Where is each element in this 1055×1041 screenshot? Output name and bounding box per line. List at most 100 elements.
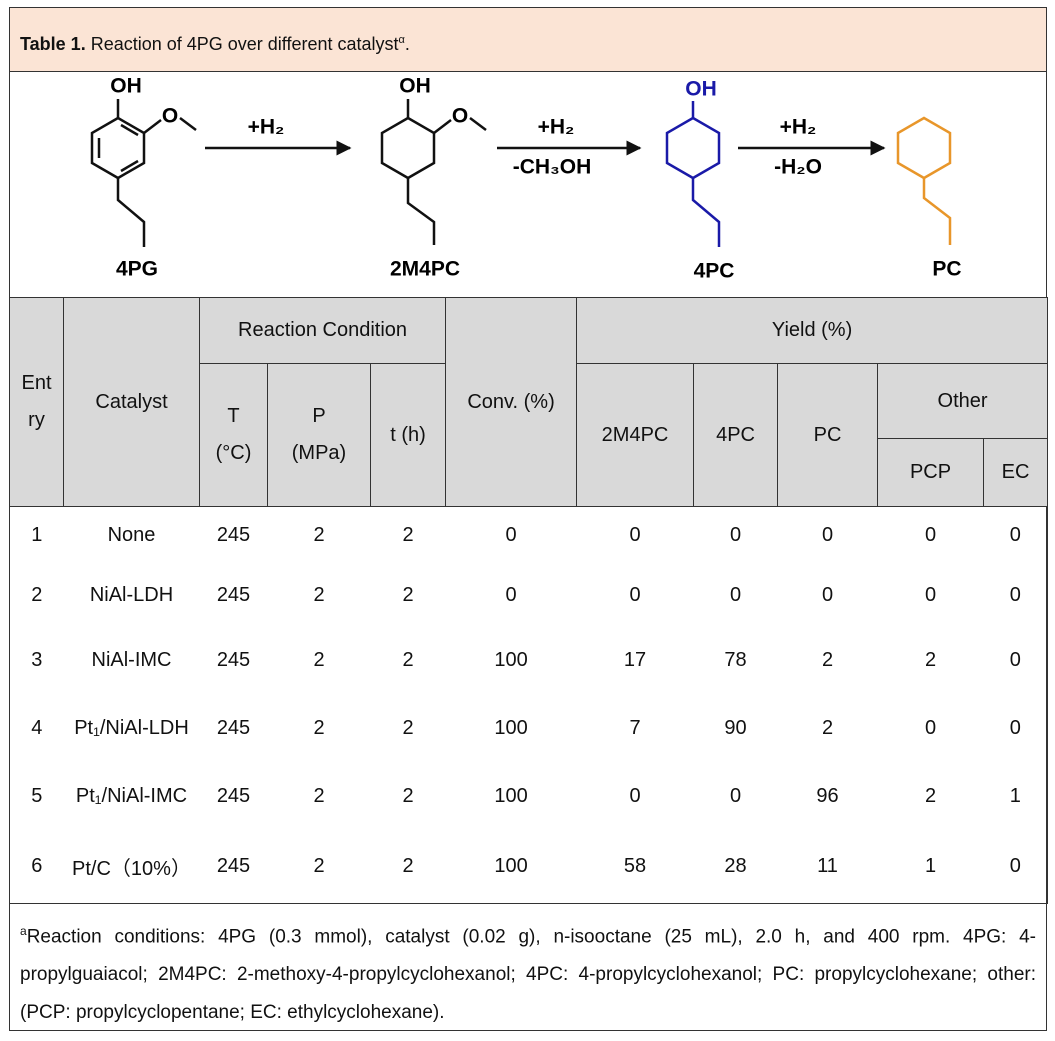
table-row: 5 Pt₁/NiAl-IMC 245 2 2 100 0 0 96 2 1 <box>9 762 1049 830</box>
header-cell: Entry <box>9 297 64 507</box>
header-cell: Reaction Condition <box>198 297 447 364</box>
table-cell: 0 <box>983 626 1049 694</box>
header-temperature: T (°C) <box>215 405 252 464</box>
molecule-4pc <box>665 101 721 247</box>
table-cell: 3 <box>9 626 64 694</box>
table-cell: 0 <box>629 523 641 546</box>
table-cell: 0 <box>729 583 742 606</box>
table-cell: 0 <box>505 523 517 546</box>
table-cell: 0 <box>924 716 937 739</box>
compound-label: 4PG <box>116 258 158 281</box>
table-cell: 96 <box>816 784 839 807</box>
table-cell: 2 <box>313 583 325 606</box>
table-cell: 0 <box>629 583 641 606</box>
table-cell: 245 <box>216 523 251 546</box>
table-cell: 2 <box>924 784 937 807</box>
reaction-scheme: OH O 4PG +H₂ OH O 2M4PC +H₂ -CH₃OH OH 4P… <box>90 75 962 283</box>
catalyst-cell: Pt/C（10%） <box>63 829 200 904</box>
table-row: 2 NiAl-LDH 245 2 2 0 0 0 0 0 0 <box>9 563 1049 627</box>
header-cell: Catalyst <box>63 297 200 507</box>
table-cell: 2 <box>402 784 414 807</box>
table-cell: 245 <box>199 829 268 904</box>
catalyst-cell: None <box>107 523 156 546</box>
header-cell: P (MPa) <box>267 363 371 507</box>
header-cell: 2M4PC <box>576 363 695 507</box>
table-cell: 2 <box>402 648 414 671</box>
compound-label: 4PC <box>694 260 735 283</box>
title-text: Reaction of 4PG over different catalyst <box>85 34 399 54</box>
header-cell: t (h) <box>369 363 447 507</box>
header-cell: PCP <box>877 438 985 507</box>
table-cell: 0 <box>924 523 937 546</box>
catalyst-cell: Pt₁/NiAl-LDH <box>74 716 189 739</box>
step-label: +H₂ <box>780 116 817 139</box>
table-cell: 0 <box>505 583 517 606</box>
catalyst-cell: NiAl-LDH <box>89 583 174 606</box>
table-cell: 4 <box>9 693 64 763</box>
footnote: aReaction conditions: 4PG (0.3 mmol), ca… <box>20 912 1036 1032</box>
header-cell: Conv. (%) <box>445 297 578 507</box>
table-cell: 0 <box>821 523 834 546</box>
table-cell: 2 <box>9 563 64 627</box>
step-label: +H₂ <box>538 116 575 139</box>
o-label: O <box>452 105 468 128</box>
table-body: 1 None 245 2 2 0 0 0 0 0 0 2 NiAl-LDH 245 2 2 0 0 0 0 0 0 3 NiA… <box>9 506 1049 904</box>
table-cell: 78 <box>724 648 747 671</box>
header-cell: EC <box>983 438 1049 507</box>
table-cell: 2 <box>821 648 834 671</box>
step-label: -CH₃OH <box>513 156 592 179</box>
table-cell: 2 <box>313 523 325 546</box>
table-cell: 0 <box>821 583 834 606</box>
table-title: Table 1. Reaction of 4PG over different … <box>10 8 1046 72</box>
footnote-mark: a <box>20 924 27 938</box>
header-cell: Other <box>877 363 1049 439</box>
table-row: 6 Pt/C（10%） 245 2 2 100 58 28 11 1 0 <box>9 829 1049 904</box>
table-cell: 90 <box>724 716 747 739</box>
catalyst-cell: Pt₁/NiAl-IMC <box>75 784 188 807</box>
table-cell: 0 <box>983 506 1049 564</box>
table-cell: 7 <box>629 716 641 739</box>
header-cell: 4PC <box>693 363 779 507</box>
table-cell: 2 <box>313 716 325 739</box>
table-row: 3 NiAl-IMC 245 2 2 100 17 78 2 2 0 <box>9 626 1049 694</box>
table-cell: 0 <box>924 583 937 606</box>
compound-label: PC <box>932 258 961 281</box>
step-label: -H₂O <box>774 156 822 179</box>
table-cell: 2 <box>821 716 834 739</box>
table-cell: 100 <box>494 716 528 739</box>
oh-label: OH <box>399 75 431 98</box>
table-cell: 0 <box>983 829 1049 904</box>
table-cell: 2 <box>402 716 414 739</box>
table-row: 4 Pt₁/NiAl-LDH 245 2 2 100 7 90 2 0 0 <box>9 693 1049 763</box>
title-label: Table 1. <box>20 34 86 54</box>
table-cell: 11 <box>777 829 878 904</box>
table-cell: 28 <box>693 829 778 904</box>
data-table: Entry Catalyst Reaction Condition Conv. … <box>9 297 1049 904</box>
table-cell: 0 <box>729 523 742 546</box>
table-cell: 17 <box>623 648 647 671</box>
table-cell: 1 <box>983 762 1049 830</box>
table-cell: 245 <box>216 716 251 739</box>
table-cell: 58 <box>576 829 694 904</box>
table-cell: 0 <box>983 563 1049 627</box>
table-cell: 2 <box>402 583 414 606</box>
table-cell: 6 <box>9 829 64 904</box>
header-cell: PC <box>777 363 879 507</box>
table-cell: 245 <box>216 583 251 606</box>
table-cell: 2 <box>370 829 446 904</box>
table-cell: 100 <box>445 829 577 904</box>
table-cell: 0 <box>983 693 1049 763</box>
molecule-pc <box>896 116 952 245</box>
table-cell: 2 <box>313 784 325 807</box>
table-cell: 0 <box>629 784 641 807</box>
table-cell: 100 <box>494 784 528 807</box>
table-cell: 0 <box>729 784 742 807</box>
table-cell: 245 <box>216 784 251 807</box>
catalyst-cell: NiAl-IMC <box>91 648 172 671</box>
step-label: +H₂ <box>248 116 285 139</box>
oh-label: OH <box>685 78 717 101</box>
title-end: . <box>404 34 410 54</box>
o-label: O <box>162 105 178 128</box>
table-cell: 100 <box>494 648 528 671</box>
